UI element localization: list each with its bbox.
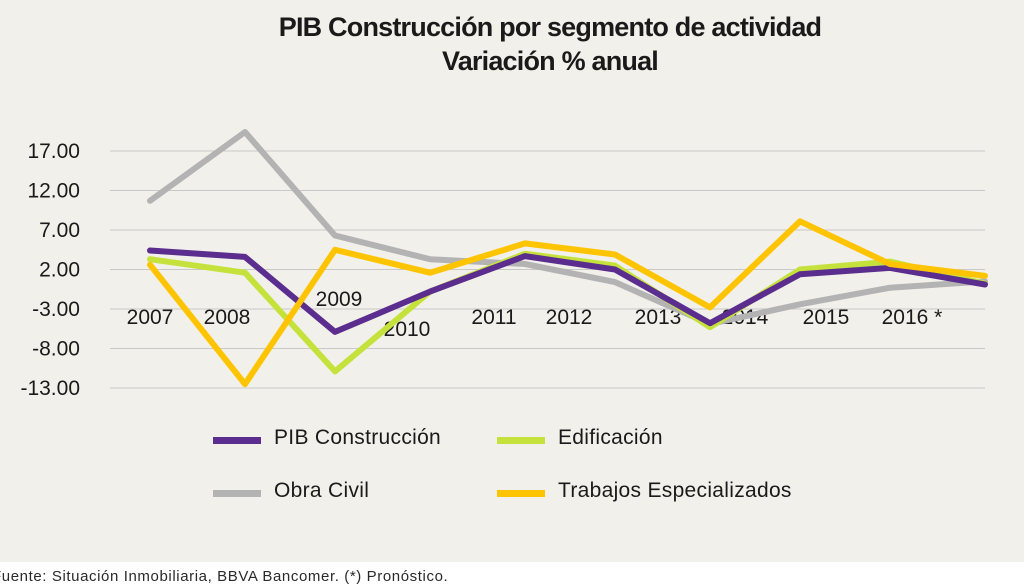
y-tick-label: 12.00 <box>27 180 80 203</box>
legend-item-pib-construccion: PIB Construcción <box>213 426 503 456</box>
series-lines <box>147 129 988 388</box>
y-tick-label: 7.00 <box>39 219 80 242</box>
y-tick-label: -3.00 <box>32 298 80 321</box>
legend-swatch-edificacion <box>497 437 545 444</box>
series-line-trabajos-especializados <box>147 218 988 388</box>
legend-item-edificacion: Edificación <box>497 426 737 456</box>
series-line-obra-civil <box>147 129 988 327</box>
x-tick-label: 2013 <box>635 306 682 329</box>
legend-swatch-obra-civil <box>213 490 261 497</box>
x-tick-label: 2015 <box>803 306 850 329</box>
legend-label: Edificación <box>558 426 663 449</box>
legend-swatch-pib-construccion <box>213 437 261 444</box>
y-tick-label: -8.00 <box>32 338 80 361</box>
x-tick-label: 2008 <box>204 306 251 329</box>
y-tick-label: 2.00 <box>39 259 80 282</box>
chart-title: PIB Construcción por segmento de activid… <box>278 12 822 42</box>
y-tick-label: -13.00 <box>20 377 80 400</box>
legend-item-trabajos-especializados: Trabajos Especializados <box>497 479 857 509</box>
x-tick-label: 2009 <box>316 288 363 311</box>
x-tick-label: 2012 <box>546 306 593 329</box>
source-note: Fuente: Situación Inmobiliaria, BBVA Ban… <box>0 568 449 585</box>
x-tick-label: 2007 <box>127 306 174 329</box>
series-line-pib-construcci-n <box>147 247 988 335</box>
legend-item-obra-civil: Obra Civil <box>213 479 453 509</box>
y-tick-label: 17.00 <box>27 140 80 163</box>
x-tick-label: 2016 * <box>882 306 943 329</box>
legend-label: PIB Construcción <box>274 426 442 449</box>
legend-swatch-trabajos-especializados <box>497 490 545 497</box>
chart-subtitle: Variación % anual <box>442 46 659 76</box>
legend-label: Obra Civil <box>274 479 370 502</box>
chart-panel: PIB Construcción por segmento de activid… <box>0 0 1024 562</box>
x-tick-label: 2011 <box>471 306 516 329</box>
y-axis-ticks: 17.00 12.00 7.00 2.00 -3.00 -8.00 -13.00 <box>20 140 80 400</box>
line-chart: 17.00 12.00 7.00 2.00 -3.00 -8.00 -13.00 2007 2… <box>20 129 988 400</box>
legend-label: Trabajos Especializados <box>558 479 792 502</box>
